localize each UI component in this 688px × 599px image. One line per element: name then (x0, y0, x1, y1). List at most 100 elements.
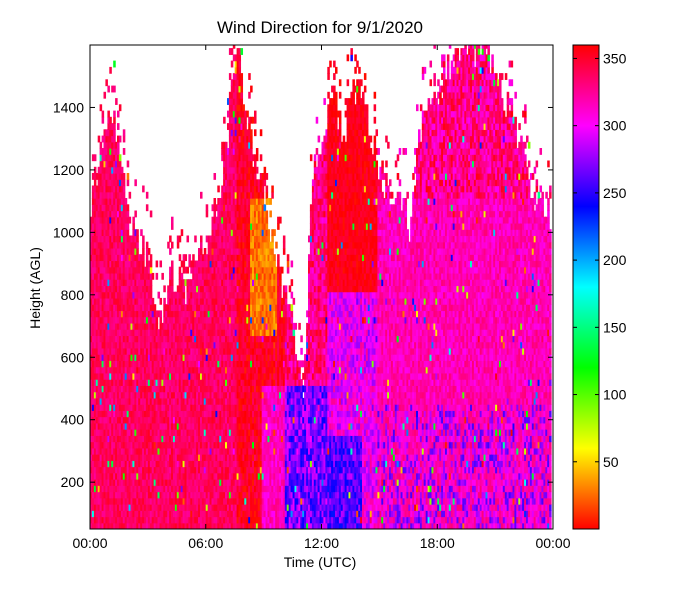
heatmap-cell (103, 310, 107, 318)
heatmap-cell (155, 322, 159, 330)
heatmap-cell (153, 479, 157, 486)
heatmap-cell (124, 229, 128, 237)
heatmap-cell (165, 379, 168, 386)
heatmap-cell (140, 522, 143, 529)
heatmap-cell (190, 366, 193, 374)
heatmap-cell (188, 422, 191, 430)
heatmap-cell (109, 154, 112, 162)
heatmap-cell (126, 310, 130, 318)
heatmap-cell (120, 173, 124, 180)
heatmap-cell (173, 322, 176, 330)
heatmap-cell (105, 266, 108, 274)
heatmap-cell (124, 466, 128, 474)
heatmap-cell (113, 210, 116, 218)
heatmap-cell (138, 522, 141, 529)
heatmap-cell (151, 504, 155, 511)
heatmap-cell (196, 491, 199, 499)
heatmap-cell (265, 185, 269, 193)
heatmap-cell (115, 322, 118, 330)
heatmap-cell (115, 510, 118, 518)
heatmap-cell (194, 360, 197, 368)
heatmap-cell (159, 404, 163, 411)
heatmap-cell (161, 429, 164, 436)
heatmap-cell (120, 310, 124, 318)
heatmap-cell (91, 272, 95, 280)
heatmap-cell (167, 479, 170, 486)
heatmap-cell (120, 341, 124, 349)
heatmap-cell (134, 248, 137, 255)
heatmap-cell (174, 510, 178, 518)
heatmap-cell (126, 504, 130, 511)
heatmap-cell (157, 435, 161, 443)
heatmap-cell (109, 223, 112, 230)
heatmap-cell (169, 335, 172, 343)
heatmap-cell (186, 297, 190, 305)
heatmap-cell (161, 379, 164, 386)
heatmap-cell (99, 397, 103, 405)
heatmap-cell (188, 429, 191, 436)
heatmap-cell (95, 191, 99, 199)
heatmap-cell (118, 416, 122, 424)
heatmap-cell (124, 385, 128, 393)
heatmap-cell (128, 372, 132, 380)
heatmap-cell (184, 254, 188, 262)
heatmap-cell (194, 410, 197, 418)
heatmap-cell (171, 347, 174, 355)
heatmap-cell (174, 410, 178, 418)
heatmap-cell (136, 291, 139, 299)
heatmap-cell (157, 491, 161, 499)
heatmap-cell (105, 379, 108, 386)
heatmap-cell (107, 266, 110, 274)
heatmap-cell (126, 447, 130, 455)
heatmap-cell (90, 397, 93, 405)
heatmap-cell (97, 372, 101, 380)
heatmap-cell (115, 397, 118, 405)
heatmap-cell (188, 372, 191, 380)
heatmap-cell (122, 404, 126, 411)
heatmap-cell (109, 148, 112, 155)
heatmap-cell (147, 391, 151, 399)
heatmap-cell (174, 516, 178, 524)
heatmap-cell (120, 223, 124, 230)
heatmap-cell (145, 354, 149, 361)
heatmap-cell (144, 404, 147, 411)
heatmap-cell (111, 173, 114, 180)
heatmap-cell (157, 379, 161, 386)
heatmap-cell (147, 248, 151, 255)
heatmap-cell (250, 148, 253, 155)
heatmap-cell (138, 479, 141, 486)
heatmap-cell (93, 285, 97, 293)
heatmap-cell (128, 248, 132, 255)
heatmap-cell (107, 410, 110, 418)
heatmap-cell (118, 204, 122, 212)
heatmap-cell (155, 410, 159, 418)
heatmap-cell (169, 272, 172, 280)
heatmap-cell (122, 173, 126, 180)
heatmap-cell (180, 435, 184, 443)
heatmap-cell (145, 360, 149, 368)
heatmap-cell (190, 266, 193, 274)
heatmap-cell (184, 379, 188, 386)
heatmap-cell (178, 266, 182, 274)
heatmap-cell (122, 460, 126, 468)
heatmap-cell (145, 297, 149, 305)
heatmap-cell (184, 466, 188, 474)
heatmap-cell (111, 185, 114, 193)
heatmap-cell (97, 504, 101, 511)
heatmap-cell (122, 347, 126, 355)
heatmap-cell (101, 260, 105, 268)
heatmap-cell (120, 329, 124, 337)
heatmap-cell (173, 379, 176, 386)
heatmap-cell (186, 316, 190, 324)
heatmap-cell (124, 460, 128, 468)
heatmap-cell (149, 466, 153, 474)
heatmap-cell (99, 329, 103, 337)
heatmap-cell (118, 135, 122, 143)
heatmap-cell (142, 441, 145, 449)
heatmap-cell (109, 347, 112, 355)
heatmap-cell (167, 310, 170, 318)
heatmap-cell (149, 429, 153, 436)
heatmap-cell (173, 341, 176, 349)
heatmap-cell (182, 385, 186, 393)
heatmap-cell (144, 485, 147, 493)
